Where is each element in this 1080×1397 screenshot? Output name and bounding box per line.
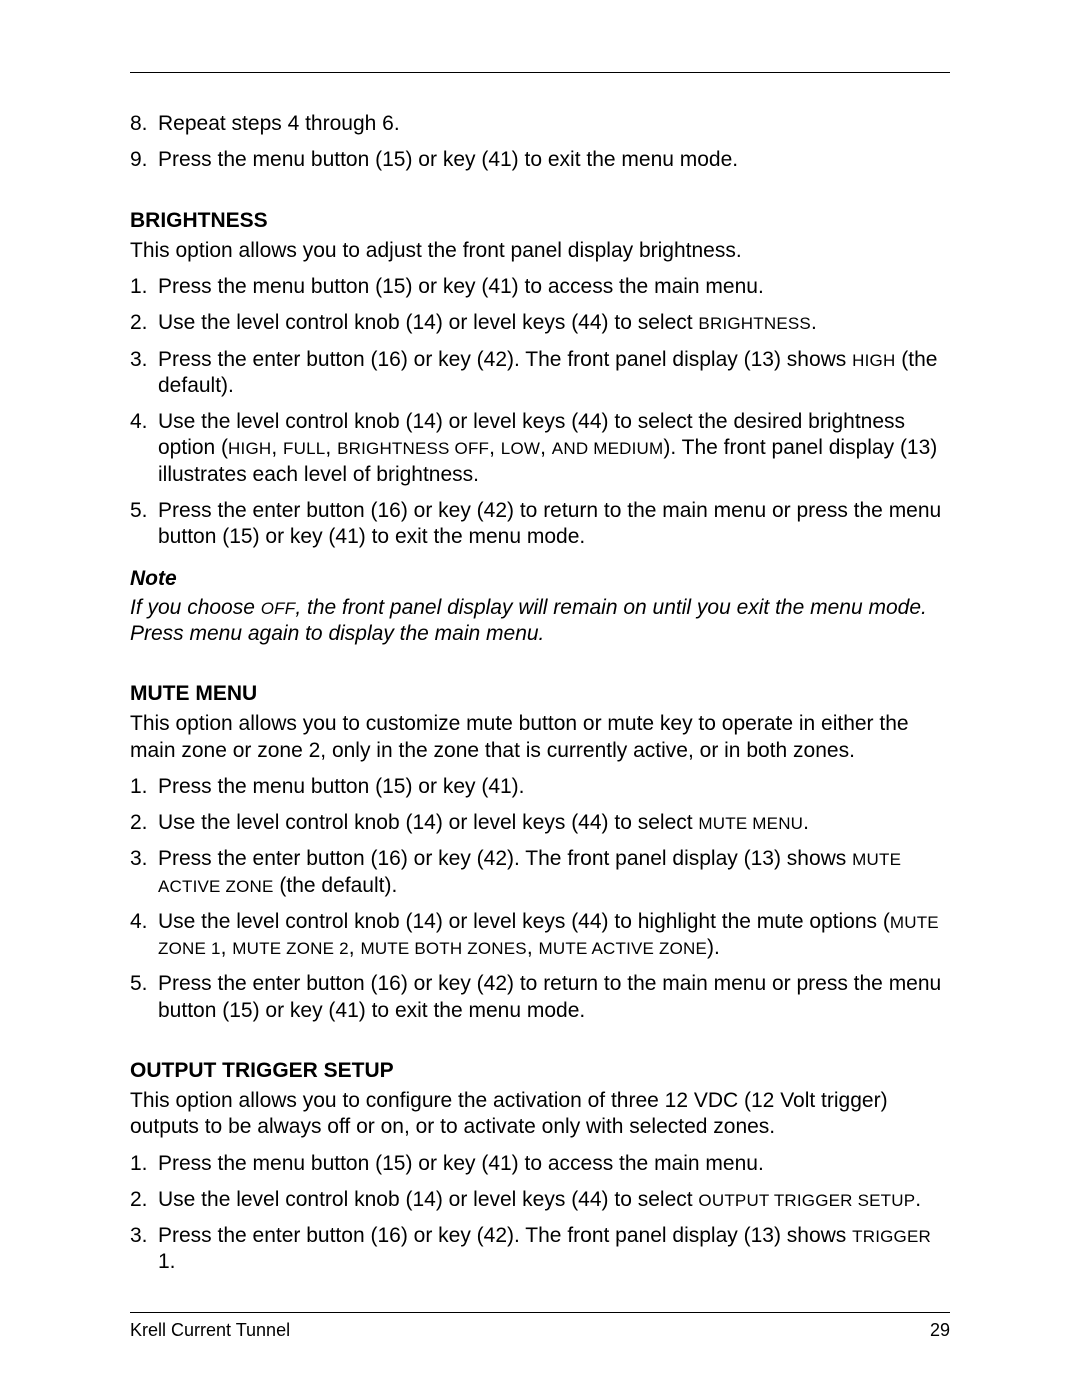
step-number: 5. [130, 498, 158, 551]
document-page: 8.Repeat steps 4 through 6.9.Press the m… [0, 0, 1080, 1397]
step-text: Use the level control knob (14) or level… [158, 409, 950, 488]
mute-intro: This option allows you to customize mute… [130, 711, 950, 764]
step-text: Press the enter button (16) or key (42).… [158, 347, 950, 400]
step-number: 4. [130, 909, 158, 962]
step-text: Use the level control knob (14) or level… [158, 310, 950, 336]
step-number: 2. [130, 810, 158, 836]
small-caps-term: FULL [283, 439, 325, 458]
step-number: 1. [130, 1151, 158, 1177]
list-item: 1.Press the menu button (15) or key (41)… [130, 1151, 950, 1177]
step-number: 2. [130, 1187, 158, 1213]
step-text: Press the enter button (16) or key (42).… [158, 846, 950, 899]
small-caps-term: OUTPUT TRIGGER SETUP [698, 1191, 915, 1210]
trigger-intro: This option allows you to configure the … [130, 1088, 950, 1141]
brightness-steps: 1.Press the menu button (15) or key (41)… [130, 274, 950, 550]
step-number: 1. [130, 274, 158, 300]
small-caps-term: MUTE ACTIVE ZONE [158, 850, 901, 895]
footer-left: Krell Current Tunnel [130, 1319, 290, 1342]
brightness-heading: BRIGHTNESS [130, 208, 950, 234]
small-caps-term: HIGH [228, 439, 271, 458]
small-caps-term: MUTE ZONE 2 [232, 939, 349, 958]
brightness-intro: This option allows you to adjust the fro… [130, 238, 950, 264]
list-item: 2.Use the level control knob (14) or lev… [130, 310, 950, 336]
note-body: If you choose OFF, the front panel displ… [130, 595, 950, 648]
small-caps-term: LOW [501, 439, 540, 458]
small-caps-term: MUTE MENU [698, 814, 803, 833]
list-item: 1.Press the menu button (15) or key (41)… [130, 274, 950, 300]
small-caps-term: MUTE BOTH ZONES [360, 939, 526, 958]
step-text: Press the menu button (15) or key (41) t… [158, 1151, 950, 1177]
step-number: 4. [130, 409, 158, 488]
list-item: 3.Press the enter button (16) or key (42… [130, 1223, 950, 1276]
step-text: Use the level control knob (14) or level… [158, 810, 950, 836]
small-caps-term: TRIGGER [852, 1227, 931, 1246]
small-caps-term: MUTE ACTIVE ZONE [539, 939, 708, 958]
step-number: 3. [130, 1223, 158, 1276]
step-text: Use the level control knob (14) or level… [158, 909, 950, 962]
list-item: 2.Use the level control knob (14) or lev… [130, 810, 950, 836]
step-number: 1. [130, 774, 158, 800]
small-caps-term: BRIGHTNESS [698, 314, 811, 333]
page-footer: Krell Current Tunnel 29 [130, 1312, 950, 1342]
step-text: Press the enter button (16) or key (42).… [158, 1223, 950, 1276]
mute-heading: MUTE MENU [130, 681, 950, 707]
small-caps-term: OFF [261, 599, 296, 618]
note-heading: Note [130, 566, 950, 592]
list-item: 2.Use the level control knob (14) or lev… [130, 1187, 950, 1213]
list-item: 9.Press the menu button (15) or key (41)… [130, 147, 950, 173]
step-text: Use the level control knob (14) or level… [158, 1187, 950, 1213]
step-number: 8. [130, 111, 158, 137]
list-item: 3.Press the enter button (16) or key (42… [130, 846, 950, 899]
step-number: 5. [130, 971, 158, 1024]
small-caps-term: AND MEDIUM [552, 439, 664, 458]
step-number: 9. [130, 147, 158, 173]
footer-page-number: 29 [930, 1319, 950, 1342]
list-item: 5.Press the enter button (16) or key (42… [130, 971, 950, 1024]
small-caps-term: HIGH [852, 351, 895, 370]
list-item: 5.Press the enter button (16) or key (42… [130, 498, 950, 551]
step-number: 2. [130, 310, 158, 336]
step-text: Press the menu button (15) or key (41) t… [158, 147, 950, 173]
trigger-heading: OUTPUT TRIGGER SETUP [130, 1058, 950, 1084]
list-item: 8.Repeat steps 4 through 6. [130, 111, 950, 137]
list-item: 4.Use the level control knob (14) or lev… [130, 409, 950, 488]
continued-steps-list: 8.Repeat steps 4 through 6.9.Press the m… [130, 111, 950, 174]
step-text: Press the menu button (15) or key (41) t… [158, 274, 950, 300]
step-text: Press the enter button (16) or key (42) … [158, 498, 950, 551]
step-text: Repeat steps 4 through 6. [158, 111, 950, 137]
small-caps-term: BRIGHTNESS OFF [337, 439, 489, 458]
list-item: 4.Use the level control knob (14) or lev… [130, 909, 950, 962]
list-item: 3.Press the enter button (16) or key (42… [130, 347, 950, 400]
step-number: 3. [130, 846, 158, 899]
list-item: 1.Press the menu button (15) or key (41)… [130, 774, 950, 800]
step-number: 3. [130, 347, 158, 400]
top-rule [130, 72, 950, 73]
step-text: Press the enter button (16) or key (42) … [158, 971, 950, 1024]
trigger-steps: 1.Press the menu button (15) or key (41)… [130, 1151, 950, 1276]
step-text: Press the menu button (15) or key (41). [158, 774, 950, 800]
mute-steps: 1.Press the menu button (15) or key (41)… [130, 774, 950, 1024]
